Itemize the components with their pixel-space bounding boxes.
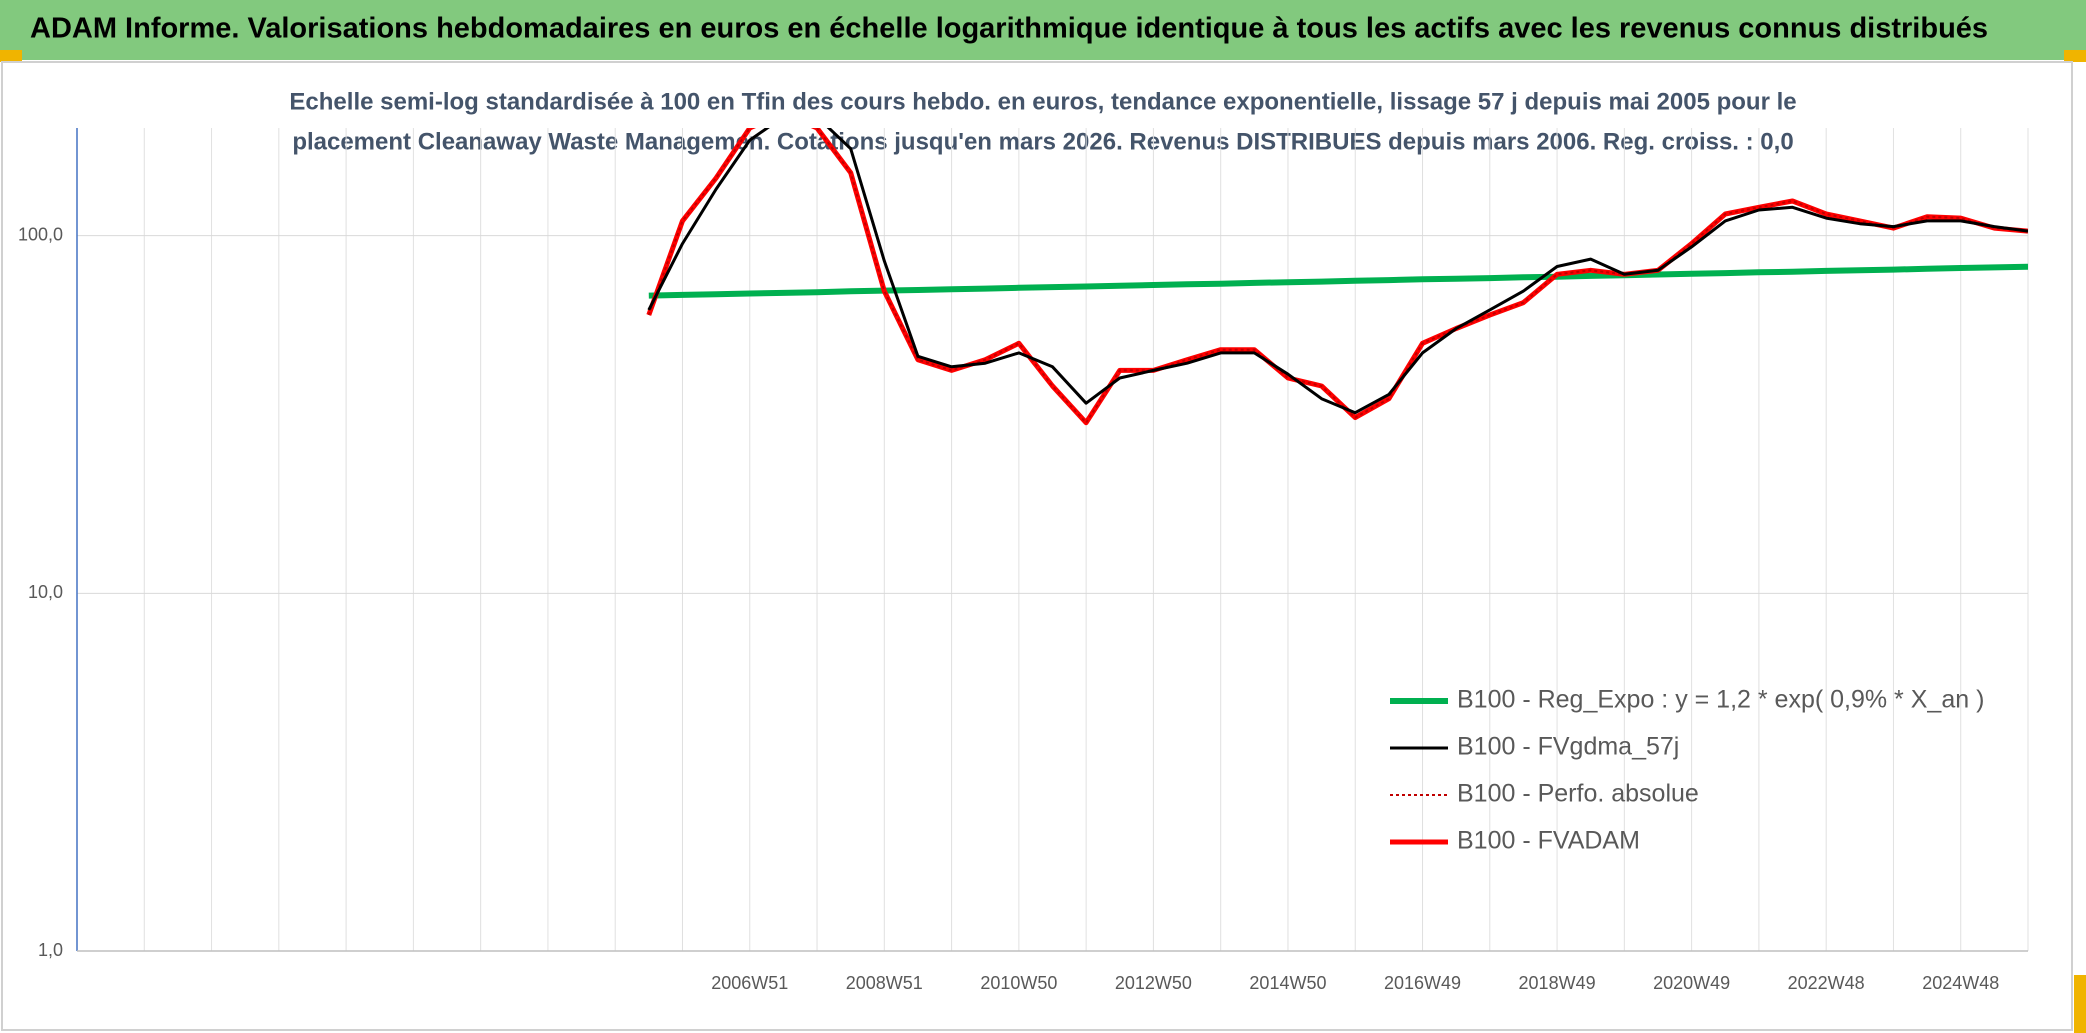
axes: 1,0 10,0 100,0 2006W51 2008W51 2010W50 2012W50… [18,128,2028,993]
legend-label: B100 - Perfo. absolue [1457,780,1699,808]
x-tick-label: 2006W51 [711,973,788,993]
x-tick-label: 2008W51 [846,973,923,993]
header-bar [0,0,2086,60]
x-tick-label: 2016W49 [1384,973,1461,993]
legend-label: B100 - FVADAM [1457,827,1640,855]
x-tick-label: 2018W49 [1519,973,1596,993]
x-tick-label: 2024W48 [1922,973,1999,993]
legend-label: B100 - Reg_Expo : y = 1,2 * exp( 0,9% * … [1457,686,1984,714]
plot-area [646,128,2028,426]
corner-mark [2074,975,2086,1033]
x-tick-label: 2020W49 [1653,973,1730,993]
frame [1,61,2073,1031]
page-title: ADAM Informe. Valorisations hebdomadaire… [30,13,1988,45]
x-tick-label: 2014W50 [1249,973,1326,993]
x-tick-label: 2012W50 [1115,973,1192,993]
series-line [647,128,2028,424]
x-tick-label: 2022W48 [1788,973,1865,993]
x-tick-label: 2010W50 [980,973,1057,993]
y-tick-label: 10,0 [28,582,63,602]
chart-subtitle: placement Cleanaway Waste Managemen. Cot… [292,128,1793,155]
legend-label: B100 - FVgdma_57j [1457,733,1679,761]
series-line [648,263,2028,299]
corner-mark [2064,50,2086,62]
series-line [647,128,2028,415]
legend: B100 - Reg_Expo : y = 1,2 * exp( 0,9% * … [1390,686,1984,855]
y-tick-label: 1,0 [38,940,63,960]
corner-mark [0,50,22,62]
y-tick-label: 100,0 [18,224,63,244]
chart-subtitle: Echelle semi-log standardisée à 100 en T… [289,88,1796,115]
